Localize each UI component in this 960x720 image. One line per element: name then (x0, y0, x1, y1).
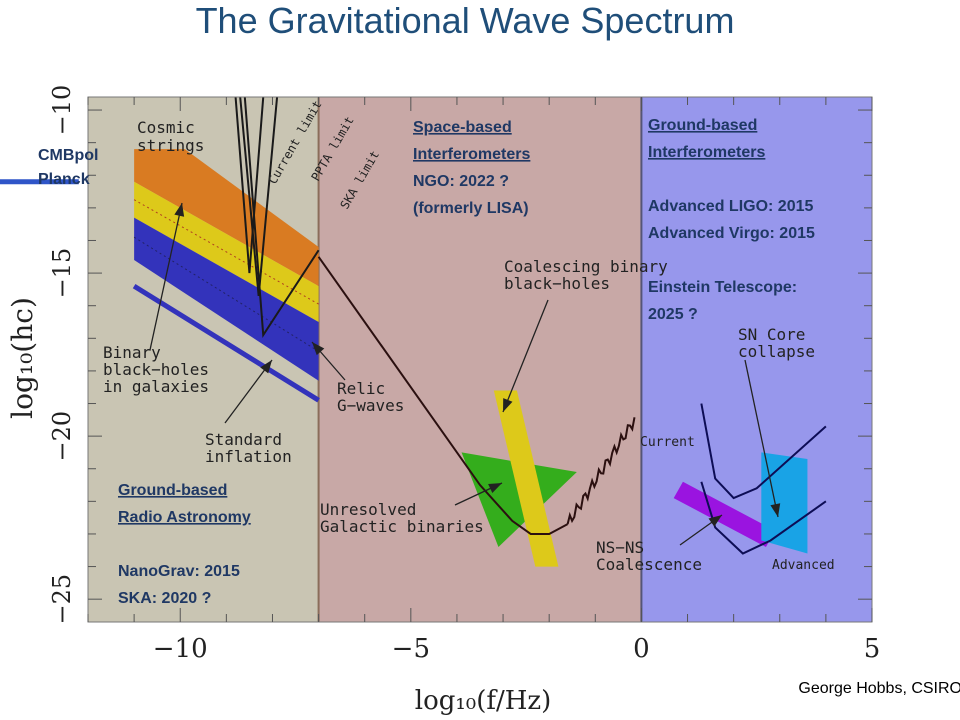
pointer-arrowhead (174, 203, 185, 217)
label-cmbpol: CMBpol (38, 147, 98, 164)
ngo-wiggle (566, 417, 636, 525)
pointer-arrow (744, 359, 779, 518)
y-axis-label: log₁₀(hc) (6, 297, 39, 419)
pointer-arrowhead (312, 342, 325, 356)
ska-limit-curve (243, 96, 320, 339)
y-tick-label: −25 (48, 574, 76, 625)
region-line-ground: Advanced Virgo: 2015 (648, 225, 815, 242)
chart-title: The Gravitational Wave Spectrum (195, 0, 735, 41)
standard-inflation-line (132, 284, 320, 403)
region-line-radio: SKA: 2020 ? (118, 590, 211, 607)
label-sn-collapse: SN Core (738, 325, 805, 344)
label-coalescing-bh: Coalescing binary (504, 257, 668, 276)
x-tick-label: −5 (392, 634, 430, 664)
ground-advanced-curve (700, 481, 827, 555)
binary-bh-blue-band (134, 217, 319, 381)
band-dotted-line (133, 199, 319, 305)
cosmic-strings-band (134, 149, 319, 287)
label-coalescing-bh: black−holes (504, 274, 610, 293)
region-heading-ground: Ground-based (648, 117, 757, 134)
label-relic-gwaves: Relic (337, 379, 385, 398)
region-line-ground: 2025 ? (648, 306, 698, 323)
pointer-arrow (502, 299, 549, 413)
y-tick-label: −15 (48, 248, 76, 299)
region-heading-ground: Interferometers (648, 144, 765, 161)
sensitivity-curves (0, 96, 827, 555)
y-tick-label: −10 (48, 85, 76, 136)
label-cosmic-strings: strings (137, 136, 204, 155)
label-ns-ns: NS−NS (596, 538, 644, 557)
pointer-arrowhead (708, 515, 722, 527)
label-cosmic-strings: Cosmic (137, 118, 195, 137)
pointer-arrowhead (503, 398, 513, 412)
plot-border (87, 96, 873, 623)
label-galactic-binaries: Galactic binaries (320, 517, 484, 536)
label-binary-bh: black−holes (103, 360, 209, 379)
region-line-space: (formerly LISA) (413, 200, 529, 217)
region-line-ground: Einstein Telescope: (648, 279, 797, 296)
x-tick-label: 5 (864, 634, 881, 664)
label-advanced: Advanced (772, 558, 835, 573)
x-tick-label: −10 (153, 634, 208, 664)
pointer-arrowhead (488, 483, 502, 494)
pointer-arrowhead (770, 503, 781, 517)
region-line-radio: NanoGrav: 2015 (118, 563, 240, 580)
ns-ns-band (673, 481, 776, 547)
region-heading-radio: Radio Astronomy (118, 509, 251, 526)
label-relic-gwaves: G−waves (337, 396, 404, 415)
region-heading-space: Interferometers (413, 146, 530, 163)
region-bg-space (318, 97, 642, 622)
galactic-binaries-triangle (461, 452, 577, 547)
coalescing-bh-band (493, 390, 559, 567)
label-standard-inflation: inflation (205, 447, 292, 466)
y-tick-label: −20 (48, 411, 76, 462)
region-heading-space: Space-based (413, 119, 512, 136)
x-axis-label: log₁₀(f/Hz) (415, 686, 552, 716)
label-galactic-binaries: Unresolved (320, 500, 416, 519)
ppta-limit-curve (239, 96, 279, 297)
pointer-arrow (149, 202, 183, 351)
chart-labels: −10 −5 0 5 −10 −15 −20 −25 log₁₀(f/Hz) log₁₀(hc) G… (6, 85, 880, 716)
sn-collapse-band (761, 452, 808, 554)
source-shapes (132, 149, 808, 567)
label-sn-collapse: collapse (738, 342, 815, 361)
region-heading-radio: Ground-based (118, 482, 227, 499)
label-binary-bh: in galaxies (103, 377, 209, 396)
x-tick-label: 0 (633, 634, 650, 664)
label-binary-bh: Binary (103, 343, 161, 362)
region-line-ground: Advanced LIGO: 2015 (648, 198, 813, 215)
pointer-arrowhead (260, 360, 272, 374)
label-current: Current (640, 435, 695, 450)
current-limit-curve (234, 96, 265, 274)
pointer-arrow (224, 359, 273, 424)
label-cmbpol: Planck (38, 171, 90, 188)
region-line-space: NGO: 2022 ? (413, 173, 509, 190)
label-standard-inflation: Standard (205, 430, 282, 449)
credit-text: George Hobbs, CSIRO (798, 680, 960, 697)
ground-current-curve (700, 403, 827, 500)
band-dotted-line (133, 236, 319, 352)
label-ns-ns: Coalescence (596, 555, 702, 574)
ngo-sensitivity-curve (317, 256, 569, 535)
plot-frame (87, 96, 873, 623)
